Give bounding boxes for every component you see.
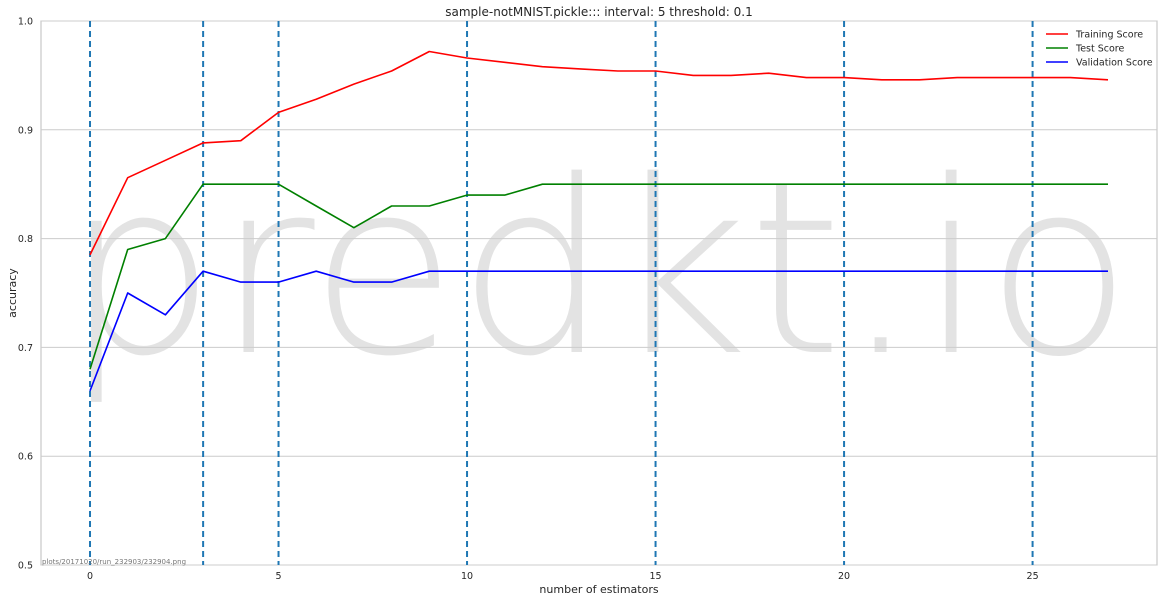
grid-lines <box>41 20 1157 566</box>
y-tick-label: 0.6 <box>18 452 33 463</box>
series-line-training-score <box>89 50 1109 256</box>
series-line-test-score <box>89 183 1108 370</box>
x-tick-label: 15 <box>650 571 662 582</box>
file-path-footnote: plots/20171020/run_232903/232904.png <box>42 558 186 566</box>
y-tick-label: 1.0 <box>18 17 33 28</box>
series-lines <box>89 50 1109 392</box>
y-tick-label: 0.7 <box>18 343 33 354</box>
watermark-logo: predkt.io <box>64 129 1133 409</box>
x-tick-label: 10 <box>461 571 473 582</box>
y-tick-label: 0.8 <box>18 234 33 245</box>
y-axis-label: accuracy <box>6 268 19 318</box>
x-tick-label: 0 <box>87 571 93 582</box>
legend: Training Score Test Score Validation Score <box>1046 30 1153 69</box>
legend-label: Training Score <box>1075 30 1143 41</box>
tick-labels: 0 5 10 15 20 25 0.5 0.6 0.7 0.8 0.9 1.0 <box>18 17 1039 583</box>
legend-label: Validation Score <box>1076 58 1153 69</box>
x-tick-label: 25 <box>1027 571 1039 582</box>
chart-title: sample-notMNIST.pickle::: interval: 5 th… <box>445 5 753 19</box>
x-axis-label: number of estimators <box>539 583 658 596</box>
y-tick-label: 0.9 <box>18 125 33 136</box>
threshold-markers <box>89 21 1034 565</box>
y-tick-label: 0.5 <box>18 561 33 572</box>
series-line-validation-score <box>89 270 1108 392</box>
x-tick-label: 5 <box>276 571 282 582</box>
legend-label: Test Score <box>1075 44 1124 55</box>
x-tick-label: 20 <box>838 571 850 582</box>
